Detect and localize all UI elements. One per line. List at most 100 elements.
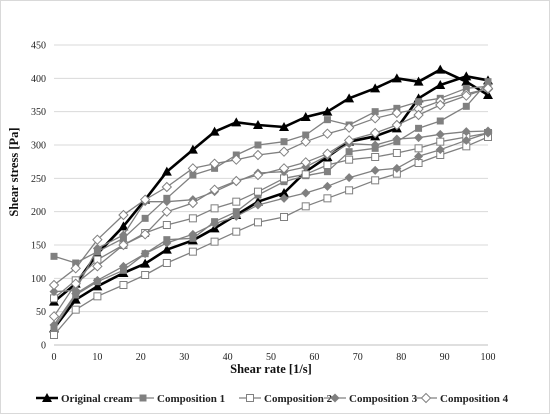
data-point <box>253 200 263 210</box>
data-point <box>210 204 219 213</box>
data-point <box>323 194 332 203</box>
data-point <box>370 165 380 175</box>
data-point <box>301 188 311 198</box>
x-tick-label: 50 <box>266 352 276 363</box>
data-point <box>323 116 331 124</box>
data-point <box>279 188 290 197</box>
data-point <box>392 149 401 157</box>
data-point <box>70 294 81 304</box>
data-point <box>483 90 493 99</box>
data-point <box>140 249 150 259</box>
data-point <box>280 213 289 221</box>
data-point <box>435 129 445 139</box>
legend-label: Composition 4 <box>440 393 509 405</box>
data-point <box>323 161 332 169</box>
data-point <box>280 138 288 146</box>
data-point <box>48 279 60 291</box>
legend-marker <box>420 392 432 404</box>
data-point <box>300 136 311 147</box>
data-point <box>391 119 403 131</box>
data-point <box>369 113 381 124</box>
data-point <box>70 278 81 289</box>
legend-label: Composition 2 <box>264 393 333 405</box>
data-point <box>92 275 102 285</box>
series-line-down <box>53 81 489 329</box>
y-tick-label: 50 <box>36 307 46 318</box>
data-point <box>252 149 264 161</box>
data-point <box>139 194 151 205</box>
data-point <box>371 176 380 185</box>
series-composition-3 <box>49 126 493 330</box>
data-point <box>119 281 128 289</box>
data-point <box>232 227 241 236</box>
data-point <box>49 287 59 297</box>
series-line-down <box>53 136 489 336</box>
data-point <box>48 311 60 322</box>
data-point <box>231 154 242 165</box>
data-point <box>72 259 80 267</box>
legend-item: Composition 1 <box>132 393 225 405</box>
series-line-up <box>53 88 489 286</box>
data-point <box>188 247 197 256</box>
data-point <box>414 133 424 143</box>
data-point <box>436 117 444 125</box>
data-point <box>413 76 424 86</box>
y-tick-label: 450 <box>31 41 46 52</box>
data-point <box>392 134 402 144</box>
data-point <box>415 124 423 132</box>
data-point <box>415 98 423 106</box>
legend-label: Composition 1 <box>157 393 225 405</box>
data-point <box>92 243 102 253</box>
legend-marker <box>330 393 340 403</box>
data-point <box>344 173 354 183</box>
data-point <box>322 128 333 139</box>
legend-marker <box>42 393 52 402</box>
legend-item: Composition 3 <box>324 393 418 405</box>
data-point <box>461 127 471 137</box>
data-point <box>187 163 199 174</box>
data-point <box>252 169 264 181</box>
series-line-down <box>53 87 489 317</box>
data-point <box>461 76 472 86</box>
data-point <box>371 108 379 116</box>
x-tick-label: 70 <box>353 352 363 363</box>
data-point <box>118 261 128 271</box>
data-point <box>93 292 102 301</box>
data-point <box>139 229 151 240</box>
series-original-cream <box>49 64 493 333</box>
data-point <box>161 181 173 193</box>
data-point <box>322 181 332 191</box>
data-point <box>278 163 290 174</box>
y-tick-label: 150 <box>31 241 46 252</box>
data-point <box>391 73 402 83</box>
data-point <box>118 239 129 251</box>
data-point <box>253 218 262 227</box>
data-point <box>462 102 470 110</box>
data-point <box>414 151 424 161</box>
data-point <box>414 144 423 153</box>
y-axis-title: Shear stress [Pa] <box>7 127 21 216</box>
data-point <box>118 221 129 231</box>
data-point <box>209 126 220 136</box>
data-point <box>345 155 354 164</box>
data-point <box>253 187 262 196</box>
y-tick-label: 200 <box>31 207 46 218</box>
data-point <box>70 263 81 274</box>
data-point <box>482 83 494 94</box>
tick-labels: 0 50 100 150 200 250 300 350 400 450 0 10 20 30 40 50 60… <box>31 41 496 364</box>
data-point <box>71 289 81 299</box>
x-axis-title: Shear rate [1/s] <box>230 362 312 376</box>
data-point <box>118 209 129 221</box>
data-point <box>188 214 197 223</box>
data-point <box>370 83 381 93</box>
data-point <box>71 305 80 314</box>
data-point <box>370 140 380 150</box>
series-composition-1 <box>50 78 492 332</box>
data-point <box>210 237 219 246</box>
x-tick-label: 10 <box>92 352 102 363</box>
x-tick-label: 60 <box>309 352 319 363</box>
legend-label: Original cream <box>61 393 133 405</box>
data-point <box>231 117 242 127</box>
data-point <box>322 148 333 159</box>
